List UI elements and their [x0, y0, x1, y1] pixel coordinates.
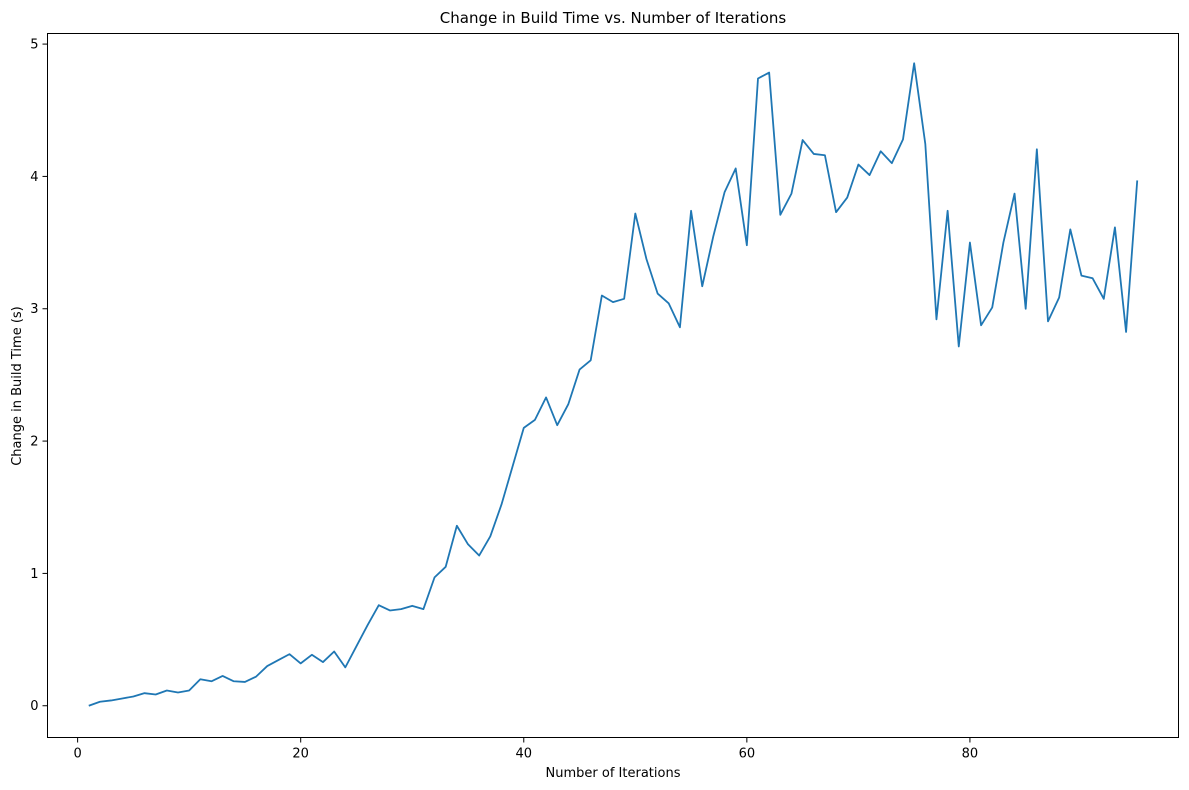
x-tick-label: 40 — [515, 747, 532, 762]
y-tick-label: 5 — [30, 38, 38, 53]
x-tick-label: 20 — [292, 747, 309, 762]
x-tick-label: 0 — [73, 747, 81, 762]
x-axis-ticks: 0 20 40 60 80 — [73, 737, 979, 762]
y-tick-label: 3 — [30, 302, 38, 317]
x-tick-label: 80 — [962, 747, 979, 762]
y-tick-label: 1 — [30, 567, 38, 582]
y-tick-label: 4 — [30, 170, 38, 185]
x-tick-label: 60 — [739, 747, 756, 762]
y-axis-label: Change in Build Time (s) — [10, 306, 25, 466]
chart-title: Change in Build Time vs. Number of Itera… — [440, 9, 787, 27]
x-axis-label: Number of Iterations — [546, 766, 681, 781]
series-line — [88, 62, 1139, 707]
y-tick-label: 2 — [30, 435, 38, 450]
y-axis-ticks: 0 1 2 3 4 5 — [30, 38, 48, 714]
plot-frame — [47, 33, 1179, 738]
y-tick-label: 0 — [30, 699, 38, 714]
